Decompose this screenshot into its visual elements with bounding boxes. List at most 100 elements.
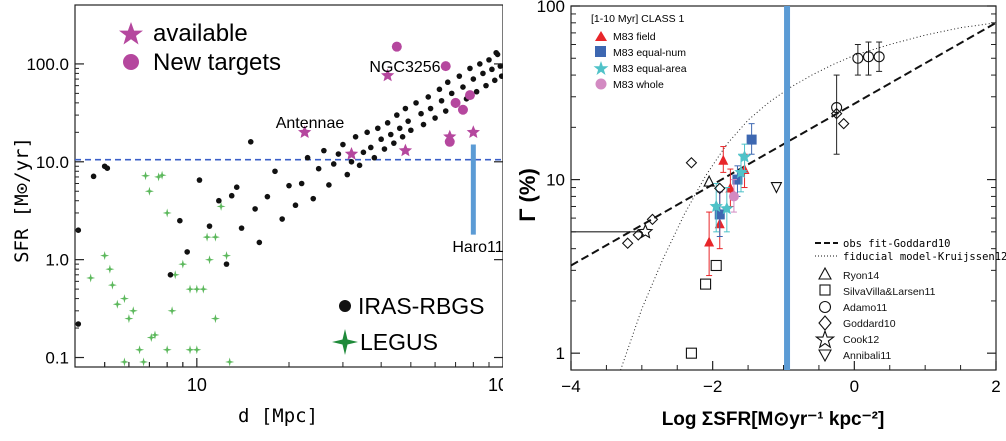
- adamo11-point-0: [831, 102, 843, 114]
- available-point-5: [466, 125, 480, 138]
- iras-rbgs-point-31: [340, 141, 346, 148]
- iras-rbgs-point-79: [493, 49, 499, 56]
- iras-rbgs-point-60: [442, 108, 449, 114]
- right-plot-frame: [570, 5, 997, 371]
- legend-annibali11-triangle-down-icon: [818, 349, 832, 363]
- legus-point-15: [178, 259, 188, 269]
- legend-iras-circle-icon: [339, 300, 351, 312]
- right-x-tick-label-1: −2: [703, 377, 722, 396]
- left-y-tick-label-0: 0.1: [45, 349, 69, 368]
- new-targets-point-4: [464, 90, 475, 101]
- iras-rbgs-point-53: [418, 110, 424, 117]
- left-y-axis-title: SFR [M⊙/yr]: [11, 137, 33, 263]
- legus-point-32: [192, 345, 202, 355]
- iras-rbgs-point-49: [402, 105, 409, 112]
- iras-rbgs-point-33: [348, 158, 355, 165]
- legend-adamo11-label: Adamo11: [843, 302, 887, 314]
- available-point-2: [344, 147, 359, 160]
- iras-rbgs-point-77: [497, 63, 504, 69]
- m83-equal-area-point-3: [737, 150, 752, 163]
- legend-legus-star-icon: [332, 329, 358, 355]
- iras-rbgs-point-36: [360, 149, 367, 156]
- m83-field-point-4: [718, 154, 729, 165]
- legend-class-title: [1-10 Myr] CLASS 1: [591, 13, 685, 25]
- legus-point-28: [157, 170, 167, 180]
- legend-new-targets-circle-icon: [123, 54, 139, 70]
- iras-rbgs-point-32: [344, 171, 351, 178]
- iras-rbgs-point-47: [396, 125, 403, 132]
- left-x-tick-label-0: 10: [187, 375, 207, 395]
- legend-goddard10-diamond-icon: [818, 315, 832, 331]
- new-targets-point-0: [391, 41, 402, 52]
- iras-rbgs-point-73: [486, 57, 492, 63]
- available-point-0: [298, 125, 312, 138]
- silvavilla-larsen11-point-2: [710, 259, 722, 272]
- legus-point-1: [107, 280, 117, 290]
- right-x-tick-label-0: −4: [561, 377, 580, 396]
- legend-model-label: fiducial model-Kruijssen12: [843, 251, 1006, 263]
- iras-rbgs-point-40: [374, 125, 381, 132]
- iras-rbgs-point-39: [371, 154, 378, 161]
- iras-rbgs-point-4: [104, 165, 111, 171]
- iras-rbgs-point-17: [256, 239, 263, 246]
- right-lines: [570, 6, 997, 371]
- legend-legus-label: LEGUS: [360, 329, 438, 355]
- legend-m83-field-label: M83 field: [613, 31, 656, 43]
- iras-rbgs-point-30: [335, 151, 342, 157]
- iras-rbgs-point-56: [427, 105, 434, 112]
- legend-available-label: available: [153, 20, 248, 47]
- iras-rbgs-point-72: [483, 82, 489, 89]
- left-data-marks: [75, 41, 505, 367]
- right-x-tick-label-3: 2: [991, 377, 1000, 396]
- iras-rbgs-point-43: [384, 120, 391, 126]
- m83-equal-area-point-1: [720, 201, 734, 215]
- iras-rbgs-point-6: [177, 217, 183, 224]
- legus-point-9: [146, 333, 156, 342]
- iras-rbgs-point-57: [432, 115, 438, 121]
- right-legend-lines: obs fit-Goddard10 fiducial model-Kruijss…: [815, 238, 1006, 263]
- legend-cook12-star-icon: [814, 329, 836, 349]
- left-x-axis-title: d [Mpc]: [238, 405, 318, 427]
- legus-point-20: [205, 255, 214, 265]
- iras-rbgs-point-24: [304, 154, 311, 161]
- ryon14-point-0: [703, 174, 716, 187]
- iras-rbgs-point-70: [477, 61, 483, 67]
- right-legend-markers: Ryon14 SilvaVilla&Larsen11 Adamo11 Godda…: [814, 266, 936, 363]
- m83-field-point-0: [704, 236, 715, 247]
- available-point-1: [381, 68, 395, 82]
- legus-point-27: [162, 345, 172, 355]
- legend-available-star-icon: [119, 22, 143, 45]
- legus-point-10: [150, 330, 160, 340]
- legus-point-21: [210, 232, 220, 242]
- legus-point-13: [167, 306, 177, 316]
- legend-ryon14-triangle-icon: [818, 266, 832, 280]
- m83-equal-num-point-2: [732, 174, 743, 185]
- m83-equal-area-point-2: [734, 165, 748, 179]
- legend-obs-fit-label: obs fit-Goddard10: [843, 238, 950, 250]
- legus-point-19: [202, 232, 212, 242]
- legus-point-3: [119, 294, 129, 304]
- iras-rbgs-point-11: [223, 261, 230, 267]
- sfr-distance-chart-svg: 0.1 1.0 10.0 100.0 10 100 d [Mpc] SFR [M⊙/yr]…: [11, 4, 518, 427]
- iras-rbgs-point-13: [233, 184, 240, 190]
- iras-rbgs-point-68: [470, 76, 477, 82]
- iras-rbgs-point-28: [326, 182, 332, 188]
- iras-rbgs-point-7: [184, 249, 190, 255]
- legus-point-6: [135, 345, 145, 355]
- goddard10-point-4: [713, 182, 726, 195]
- legend-cook12-label: Cook12: [843, 334, 879, 346]
- gamma-sigma-chart: 1 10 100 −4 −2 0 2 Log ΣSFR[M⊙yr⁻¹ kpc⁻²] Γ (%…: [503, 0, 1006, 441]
- legend-m83-whole-circle-icon: [595, 78, 607, 90]
- new-targets-point-2: [450, 97, 461, 108]
- iras-rbgs-point-29: [330, 161, 337, 167]
- iras-rbgs-point-64: [456, 73, 463, 79]
- legus-point-0: [100, 251, 110, 261]
- iras-rbgs-point-58: [436, 86, 443, 93]
- goddard10-point-5: [837, 117, 850, 130]
- iras-rbgs-point-12: [228, 192, 235, 199]
- new-targets-point-3: [457, 104, 468, 115]
- adamo11-point-3: [873, 51, 885, 63]
- goddard10-point-3: [685, 156, 698, 169]
- legend-annibali11-label: Annibali11: [843, 350, 891, 362]
- iras-rbgs-point-27: [321, 147, 327, 154]
